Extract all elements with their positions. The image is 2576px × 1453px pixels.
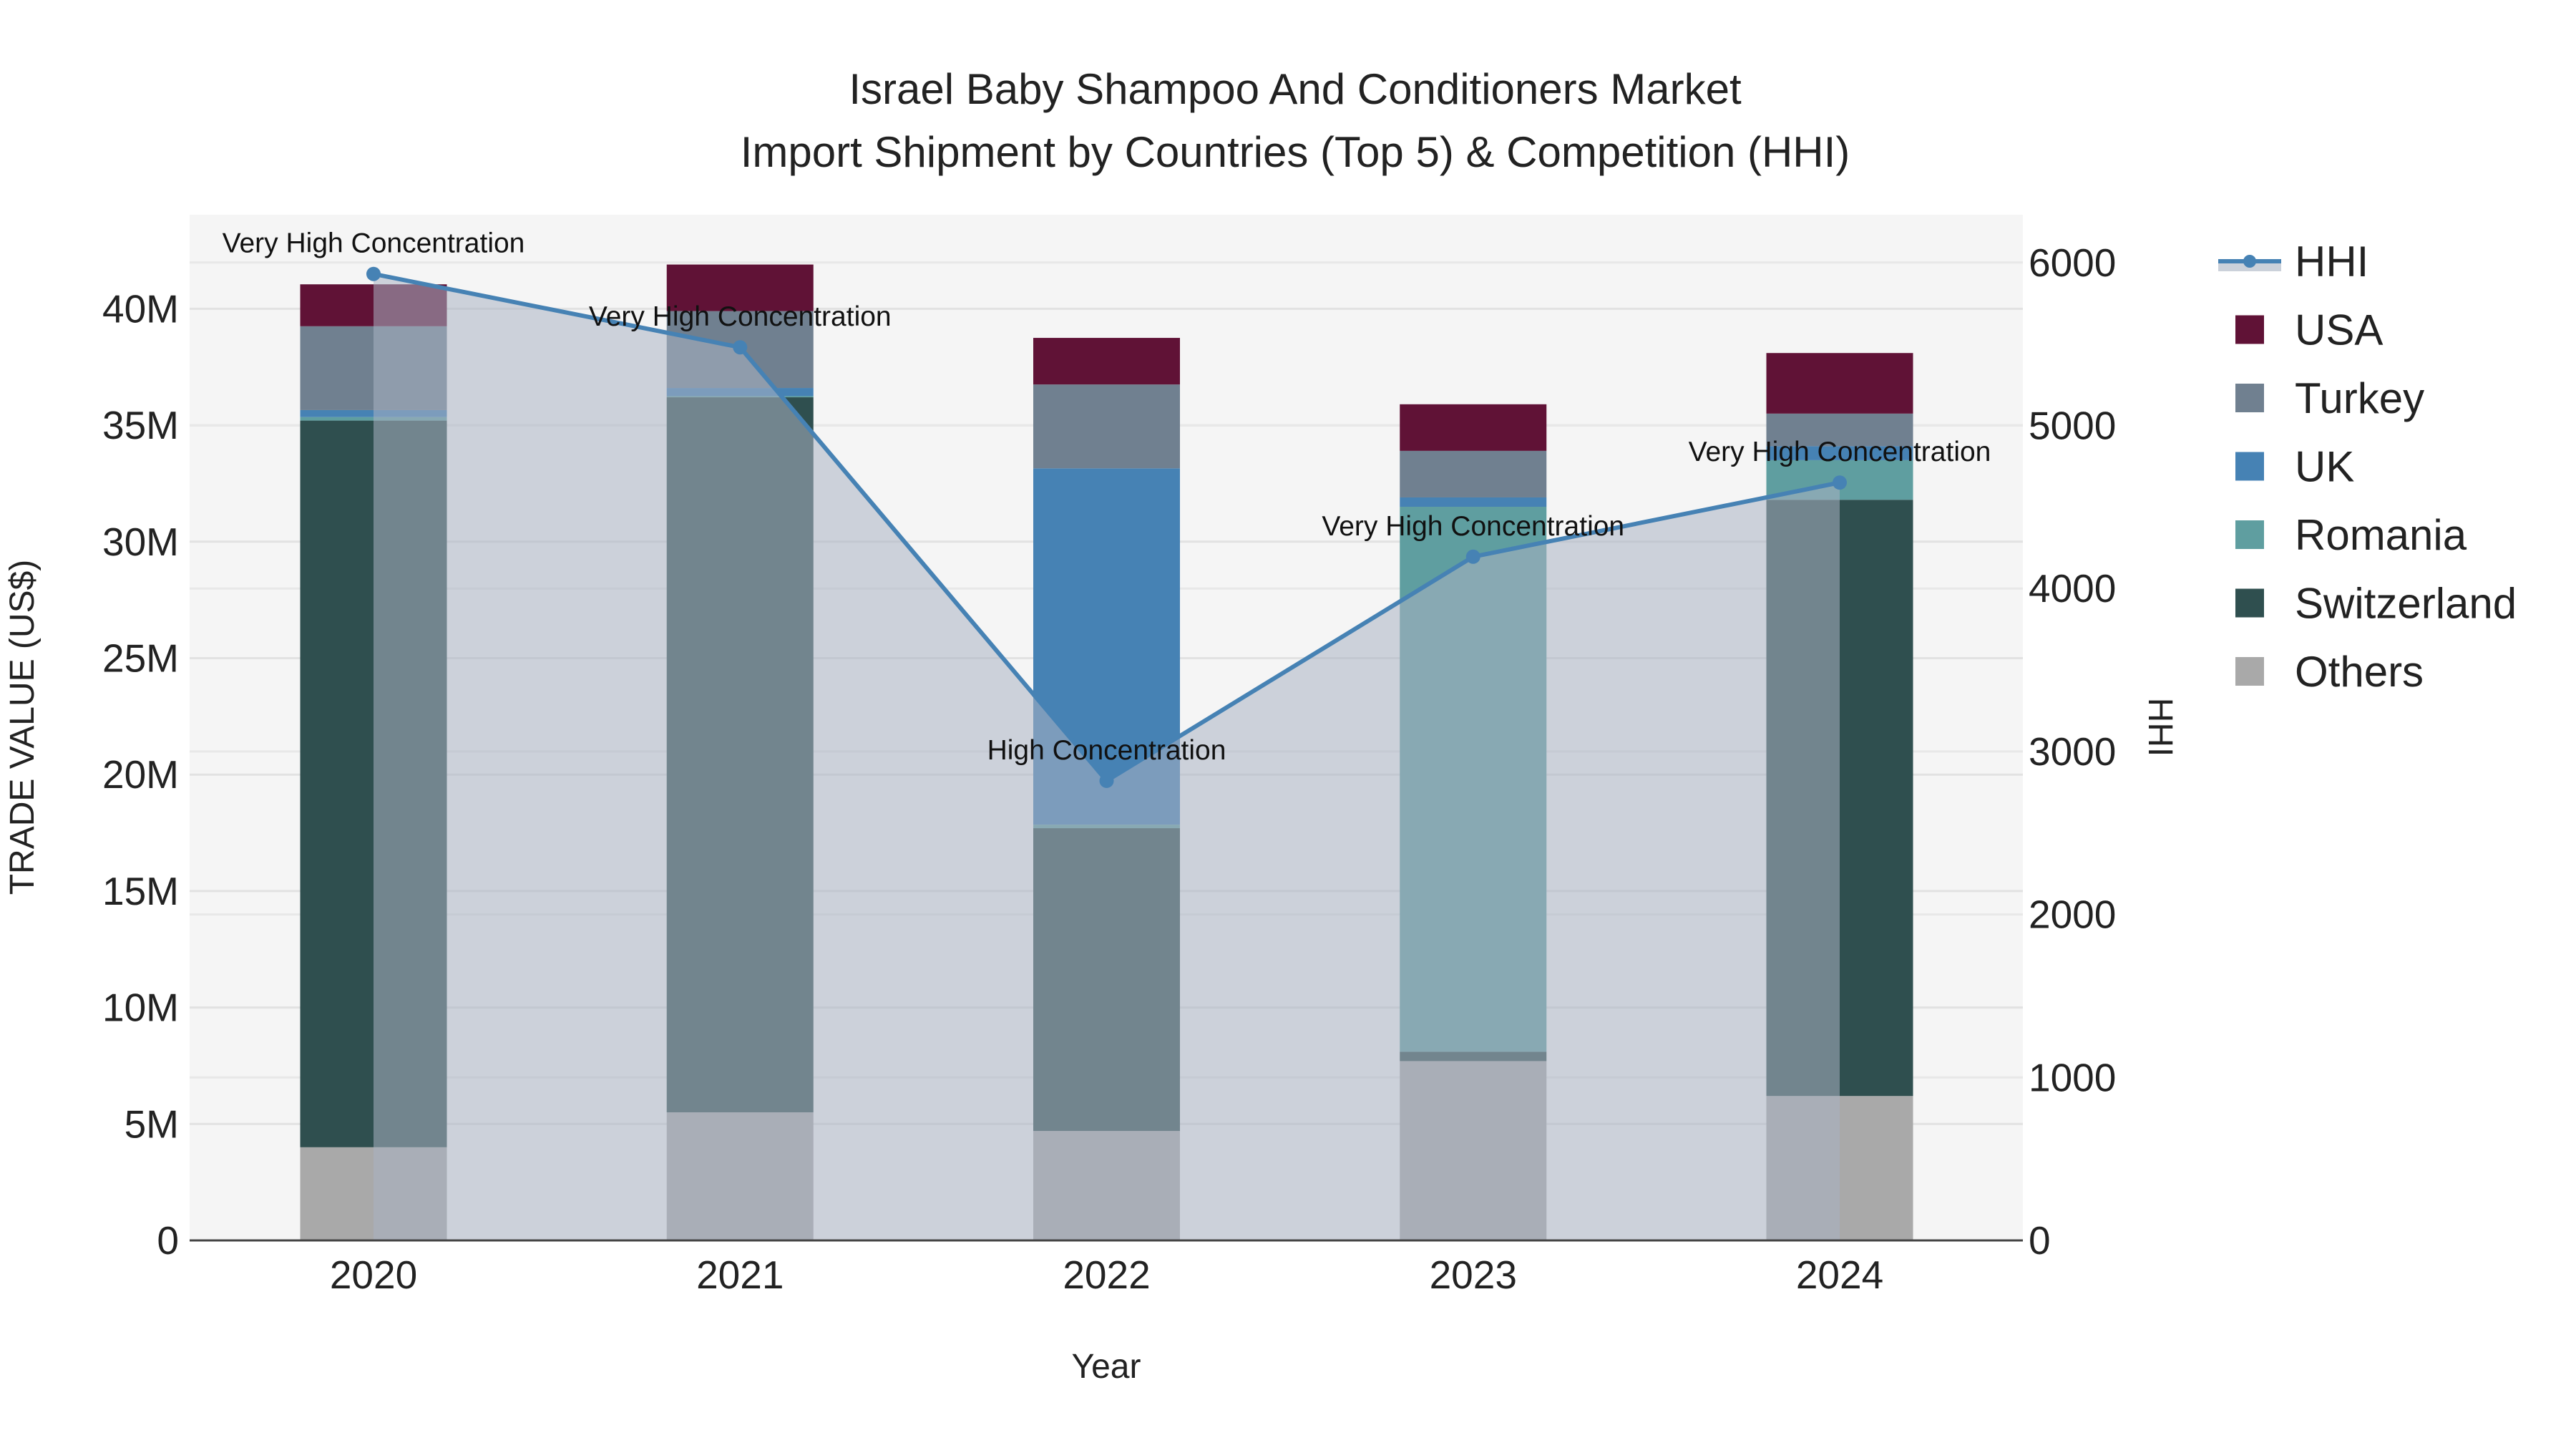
y2-tick-label: 3000 bbox=[2029, 729, 2116, 774]
legend-swatch bbox=[2235, 520, 2264, 549]
legend-swatch bbox=[2235, 452, 2264, 481]
legend-label: UK bbox=[2295, 443, 2354, 491]
y-tick-label: 10M bbox=[102, 986, 179, 1030]
y-tick-label: 15M bbox=[102, 869, 179, 913]
chart-subtitle: Import Shipment by Countries (Top 5) & C… bbox=[741, 128, 1850, 176]
hhi-point bbox=[733, 340, 748, 355]
legend-item-uk[interactable]: UK bbox=[2235, 443, 2354, 491]
y-tick-label: 40M bbox=[102, 286, 179, 331]
y2-tick-label: 1000 bbox=[2029, 1055, 2116, 1099]
bar-usa-2022 bbox=[1033, 338, 1180, 385]
y-tick-label: 5M bbox=[125, 1102, 179, 1146]
y2-tick-label: 6000 bbox=[2029, 240, 2116, 285]
bar-turkey-2023 bbox=[1400, 450, 1547, 497]
bar-uk-2024 bbox=[1766, 446, 1913, 460]
legend-swatch bbox=[2235, 315, 2264, 344]
bar-turkey-2022 bbox=[1033, 384, 1180, 469]
hhi-annotation: High Concentration bbox=[987, 735, 1226, 766]
legend-item-usa[interactable]: USA bbox=[2235, 306, 2383, 354]
legend-label: Switzerland bbox=[2295, 580, 2517, 628]
hhi-point bbox=[1833, 475, 1847, 490]
y-tick-label: 30M bbox=[102, 520, 179, 564]
bar-uk-2023 bbox=[1400, 497, 1547, 507]
bar-turkey-2024 bbox=[1766, 413, 1913, 447]
y-tick-label: 0 bbox=[157, 1218, 179, 1263]
hhi-area bbox=[374, 273, 1840, 1240]
hhi-point bbox=[366, 266, 381, 281]
legend-item-switzerland[interactable]: Switzerland bbox=[2235, 580, 2517, 628]
y-axis-title: TRADE VALUE (US$) bbox=[4, 560, 42, 895]
x-axis-title: Year bbox=[1072, 1348, 1141, 1386]
legend-swatch bbox=[2235, 657, 2264, 686]
bar-usa-2024 bbox=[1766, 353, 1913, 414]
legend-swatch bbox=[2235, 588, 2264, 618]
legend-label: Turkey bbox=[2295, 374, 2424, 422]
x-tick-label: 2023 bbox=[1430, 1253, 1517, 1297]
x-tick-label: 2022 bbox=[1063, 1253, 1150, 1297]
hhi-point bbox=[1465, 549, 1480, 564]
legend-item-others[interactable]: Others bbox=[2235, 648, 2424, 696]
hhi-point bbox=[1099, 773, 1114, 788]
chart-title: Israel Baby Shampoo And Conditioners Mar… bbox=[849, 65, 1742, 113]
x-axis-ticks: 2020 2021 2022 2023 2024 bbox=[330, 1253, 1883, 1297]
legend-label: HHI bbox=[2295, 238, 2368, 286]
x-tick-label: 2020 bbox=[330, 1253, 417, 1297]
hhi-annotation: Very High Concentration bbox=[223, 228, 525, 259]
y2-tick-label: 2000 bbox=[2029, 893, 2116, 937]
legend-label: USA bbox=[2295, 306, 2383, 354]
bar-usa-2023 bbox=[1400, 404, 1547, 451]
hhi-annotation: Very High Concentration bbox=[1322, 511, 1624, 542]
x-tick-label: 2021 bbox=[696, 1253, 784, 1297]
y2-axis-ticks: 0 1000 2000 3000 4000 5000 6000 bbox=[2029, 240, 2116, 1263]
legend: HHI USA Turkey UK Romania Switzerland Others bbox=[2218, 238, 2517, 696]
hhi-annotation: Very High Concentration bbox=[589, 301, 892, 332]
y-tick-label: 35M bbox=[102, 403, 179, 447]
y2-axis-title: HHI bbox=[2141, 698, 2179, 757]
bar-usa-2021 bbox=[666, 264, 814, 311]
y2-tick-label: 0 bbox=[2029, 1218, 2051, 1263]
legend-label: Romania bbox=[2295, 511, 2467, 559]
y-tick-label: 20M bbox=[102, 752, 179, 797]
legend-item-hhi[interactable]: HHI bbox=[2218, 238, 2368, 286]
hhi-series: Very High Concentration Very High Concent… bbox=[223, 228, 1991, 1240]
legend-item-turkey[interactable]: Turkey bbox=[2235, 374, 2424, 422]
y-axis-ticks: 0 5M 10M 15M 20M 25M 30M 35M 40M bbox=[102, 286, 179, 1263]
x-tick-label: 2024 bbox=[1796, 1253, 1883, 1297]
legend-label: Others bbox=[2295, 648, 2424, 696]
y2-tick-label: 5000 bbox=[2029, 404, 2116, 448]
legend-swatch-marker bbox=[2243, 255, 2256, 268]
hhi-annotation: Very High Concentration bbox=[1689, 437, 1991, 467]
legend-swatch bbox=[2235, 384, 2264, 412]
y-tick-label: 25M bbox=[102, 636, 179, 681]
legend-item-romania[interactable]: Romania bbox=[2235, 511, 2467, 559]
y2-tick-label: 4000 bbox=[2029, 566, 2116, 611]
